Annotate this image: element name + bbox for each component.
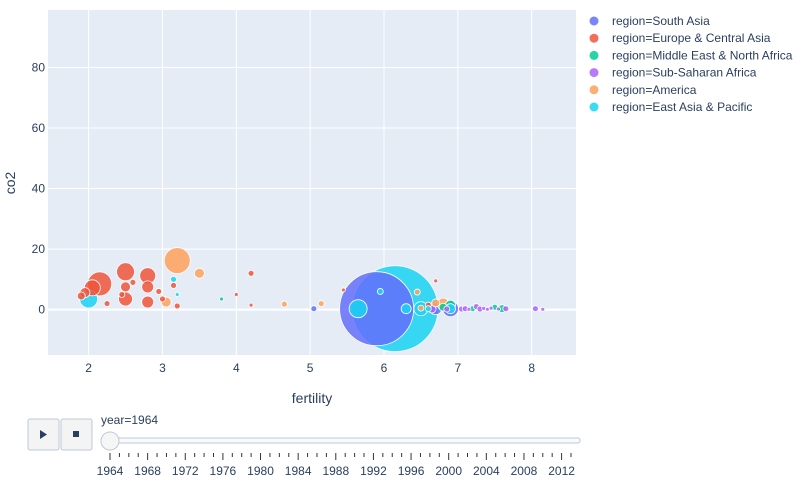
y-tick-label: 20 xyxy=(32,242,46,256)
x-tick-label: 4 xyxy=(233,361,240,375)
data-point[interactable] xyxy=(170,275,177,283)
legend-entry[interactable]: region=Middle East & North Africa xyxy=(612,48,793,62)
legend-entry[interactable]: region=East Asia & Pacific xyxy=(612,100,752,114)
legend-entry[interactable]: region=Europe & Central Asia xyxy=(612,31,771,45)
slider-rail[interactable] xyxy=(100,437,581,444)
data-point[interactable] xyxy=(247,269,255,277)
data-point[interactable] xyxy=(466,306,472,312)
grid xyxy=(48,10,576,355)
slider-tick-label: 1996 xyxy=(398,464,425,478)
data-point[interactable] xyxy=(120,281,131,293)
data-point[interactable] xyxy=(280,300,288,308)
slider-current-value: year=1964 xyxy=(101,413,158,427)
x-tick-label: 6 xyxy=(381,361,388,375)
slider-tick-label: 1972 xyxy=(172,464,199,478)
slider-tick-label: 1984 xyxy=(285,464,312,478)
x-axis-ticks: 2 3 4 5 6 7 8 xyxy=(85,361,535,375)
y-tick-label: 0 xyxy=(38,303,45,317)
x-axis-title: fertility xyxy=(292,390,332,406)
data-point[interactable] xyxy=(317,300,325,307)
data-point[interactable] xyxy=(413,288,421,296)
data-point[interactable] xyxy=(502,305,510,313)
data-point[interactable] xyxy=(219,296,224,302)
data-point[interactable] xyxy=(174,292,180,297)
data-point[interactable] xyxy=(76,291,86,301)
x-tick-label: 8 xyxy=(528,361,535,375)
data-point[interactable] xyxy=(116,262,135,282)
slider-handle[interactable] xyxy=(100,431,120,451)
data-point[interactable] xyxy=(170,281,177,289)
legend-marker xyxy=(589,85,599,95)
y-tick-label: 40 xyxy=(32,182,46,196)
play-button[interactable] xyxy=(27,418,60,451)
slider-tick-label: 1988 xyxy=(322,464,349,478)
legend-entry[interactable]: region=Sub-Saharan Africa xyxy=(612,66,757,80)
legend-marker xyxy=(589,50,599,60)
legend-marker xyxy=(589,33,599,43)
data-point[interactable] xyxy=(531,305,539,313)
slider-tick-label: 1992 xyxy=(360,464,387,478)
data-point[interactable] xyxy=(103,300,111,307)
data-point[interactable] xyxy=(233,292,239,297)
data-point[interactable] xyxy=(443,305,451,313)
slider-tick-label: 2000 xyxy=(435,464,462,478)
stop-button[interactable] xyxy=(60,418,93,451)
data-point[interactable] xyxy=(424,305,432,313)
data-point[interactable] xyxy=(431,298,441,308)
data-point[interactable] xyxy=(417,304,425,312)
data-point[interactable] xyxy=(159,295,166,303)
y-tick-label: 60 xyxy=(32,121,46,135)
legend-entry[interactable]: region=America xyxy=(612,83,697,97)
slider-tick-label: 1968 xyxy=(134,464,161,478)
data-point[interactable] xyxy=(141,295,155,309)
slider-tick-label: 1964 xyxy=(97,464,124,478)
data-point[interactable] xyxy=(433,278,439,284)
data-point[interactable] xyxy=(193,267,205,279)
legend: region=South Asia region=Europe & Central… xyxy=(589,14,793,114)
data-point[interactable] xyxy=(376,288,384,295)
data-point[interactable] xyxy=(340,287,346,293)
data-point[interactable] xyxy=(141,280,155,294)
y-axis-ticks: 0 20 40 60 80 xyxy=(32,61,46,317)
x-tick-label: 2 xyxy=(85,361,92,375)
slider-tick-label: 2004 xyxy=(473,464,500,478)
slider-ticks: 1964 1968 1972 1976 1980 1984 1988 1992 1996 2000… xyxy=(97,453,575,478)
data-point[interactable] xyxy=(488,305,494,311)
slider-tick-label: 2012 xyxy=(548,464,575,478)
slider-tick-label: 1980 xyxy=(247,464,274,478)
markers xyxy=(76,247,546,353)
data-point[interactable] xyxy=(540,306,546,312)
slider-tick-label: 1976 xyxy=(210,464,237,478)
play-icon xyxy=(40,430,47,439)
x-tick-label: 7 xyxy=(455,361,462,375)
x-tick-label: 5 xyxy=(307,361,314,375)
data-point[interactable] xyxy=(163,247,191,274)
legend-marker xyxy=(589,68,599,78)
data-point[interactable] xyxy=(118,291,126,298)
data-point[interactable] xyxy=(129,278,137,286)
data-point[interactable] xyxy=(310,305,318,313)
legend-marker xyxy=(589,16,599,26)
stop-icon xyxy=(73,431,79,437)
data-point[interactable] xyxy=(348,299,368,319)
data-point[interactable] xyxy=(496,306,501,312)
legend-marker xyxy=(589,102,599,112)
data-point[interactable] xyxy=(248,302,254,308)
legend-entry[interactable]: region=South Asia xyxy=(612,14,710,28)
slider-tick-label: 2008 xyxy=(511,464,538,478)
x-tick-label: 3 xyxy=(159,361,166,375)
data-point[interactable] xyxy=(173,302,181,310)
y-tick-label: 80 xyxy=(32,61,46,75)
data-point[interactable] xyxy=(155,288,163,295)
data-point[interactable] xyxy=(400,303,412,315)
y-axis-title: co2 xyxy=(2,172,18,195)
